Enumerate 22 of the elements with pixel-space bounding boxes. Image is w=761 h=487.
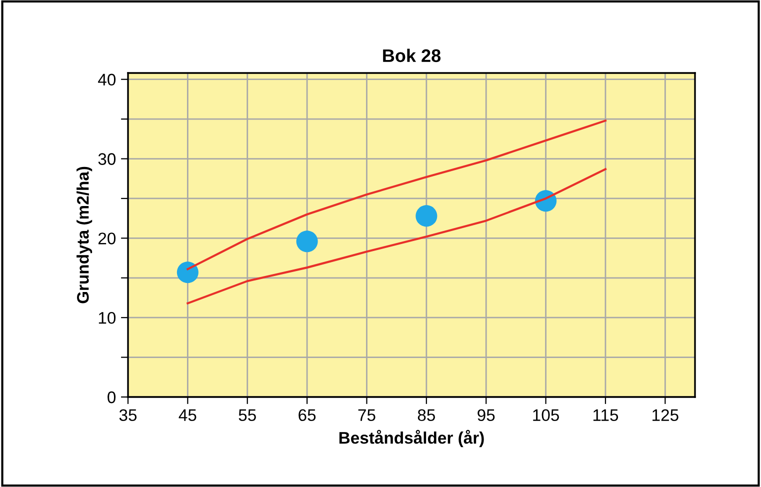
x-axis-title: Beståndsålder (år)	[339, 430, 484, 448]
x-tick-label: 45	[178, 409, 196, 422]
x-tick-label: 75	[358, 409, 376, 422]
y-axis-title: Grundyta (m2/ha)	[76, 166, 92, 304]
chart-title: Bok 28	[383, 48, 441, 62]
point	[416, 205, 438, 227]
x-tick-label: 35	[119, 409, 137, 422]
x-tick-label: 115	[593, 409, 618, 422]
x-tick-label: 125	[652, 409, 678, 422]
y-tick-label: 40	[98, 74, 116, 86]
x-tick-label: 85	[418, 409, 435, 422]
y-tick-label: 10	[98, 312, 116, 324]
x-tick-label: 55	[238, 409, 256, 422]
y-tick-label: 30	[98, 153, 116, 165]
y-tick-label: 20	[98, 232, 116, 244]
x-tick-label: 105	[533, 409, 559, 422]
y-tick-label: 0	[108, 391, 116, 404]
point	[176, 262, 198, 284]
point	[296, 230, 318, 252]
x-tick-label: 95	[478, 409, 495, 422]
line-series	[186, 168, 607, 304]
x-tick-label: 65	[298, 409, 316, 422]
